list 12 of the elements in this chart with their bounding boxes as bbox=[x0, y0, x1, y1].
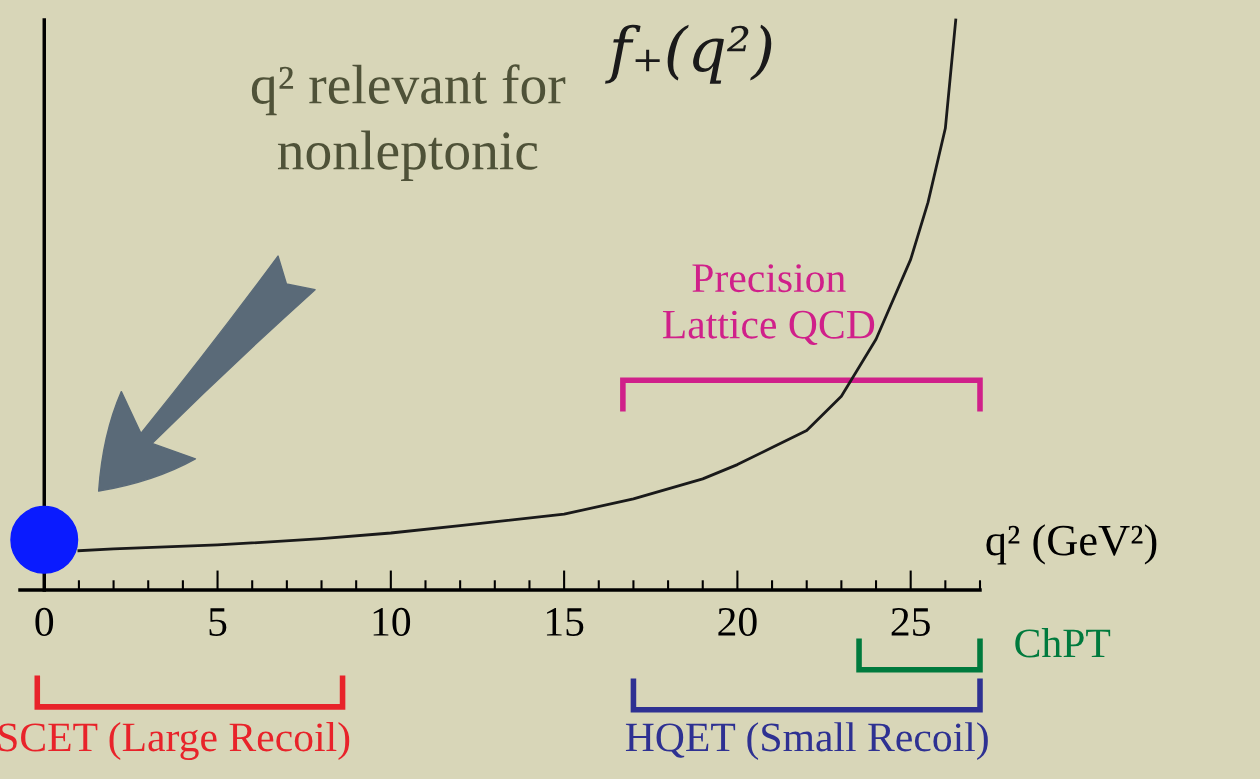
text: HQET (Small Recoil) bbox=[625, 722, 988, 760]
x-tick-label: 0 bbox=[35, 607, 54, 636]
annotation: q² relevant for nonleptonic bbox=[251, 64, 566, 181]
x-axis-title: q² (GeV²) bbox=[986, 524, 1157, 565]
x-tick-label: 10 bbox=[373, 607, 411, 636]
x-tick-label: 25 bbox=[891, 607, 930, 636]
text: f₊(q²) bbox=[605, 24, 772, 84]
annotation: Precision Lattice QCD bbox=[662, 264, 875, 346]
x-tick-label: 5 bbox=[209, 608, 227, 636]
x-tick-label: 15 bbox=[546, 608, 584, 636]
text: ChPT bbox=[1015, 628, 1111, 658]
x-tick-label: 20 bbox=[718, 607, 757, 636]
